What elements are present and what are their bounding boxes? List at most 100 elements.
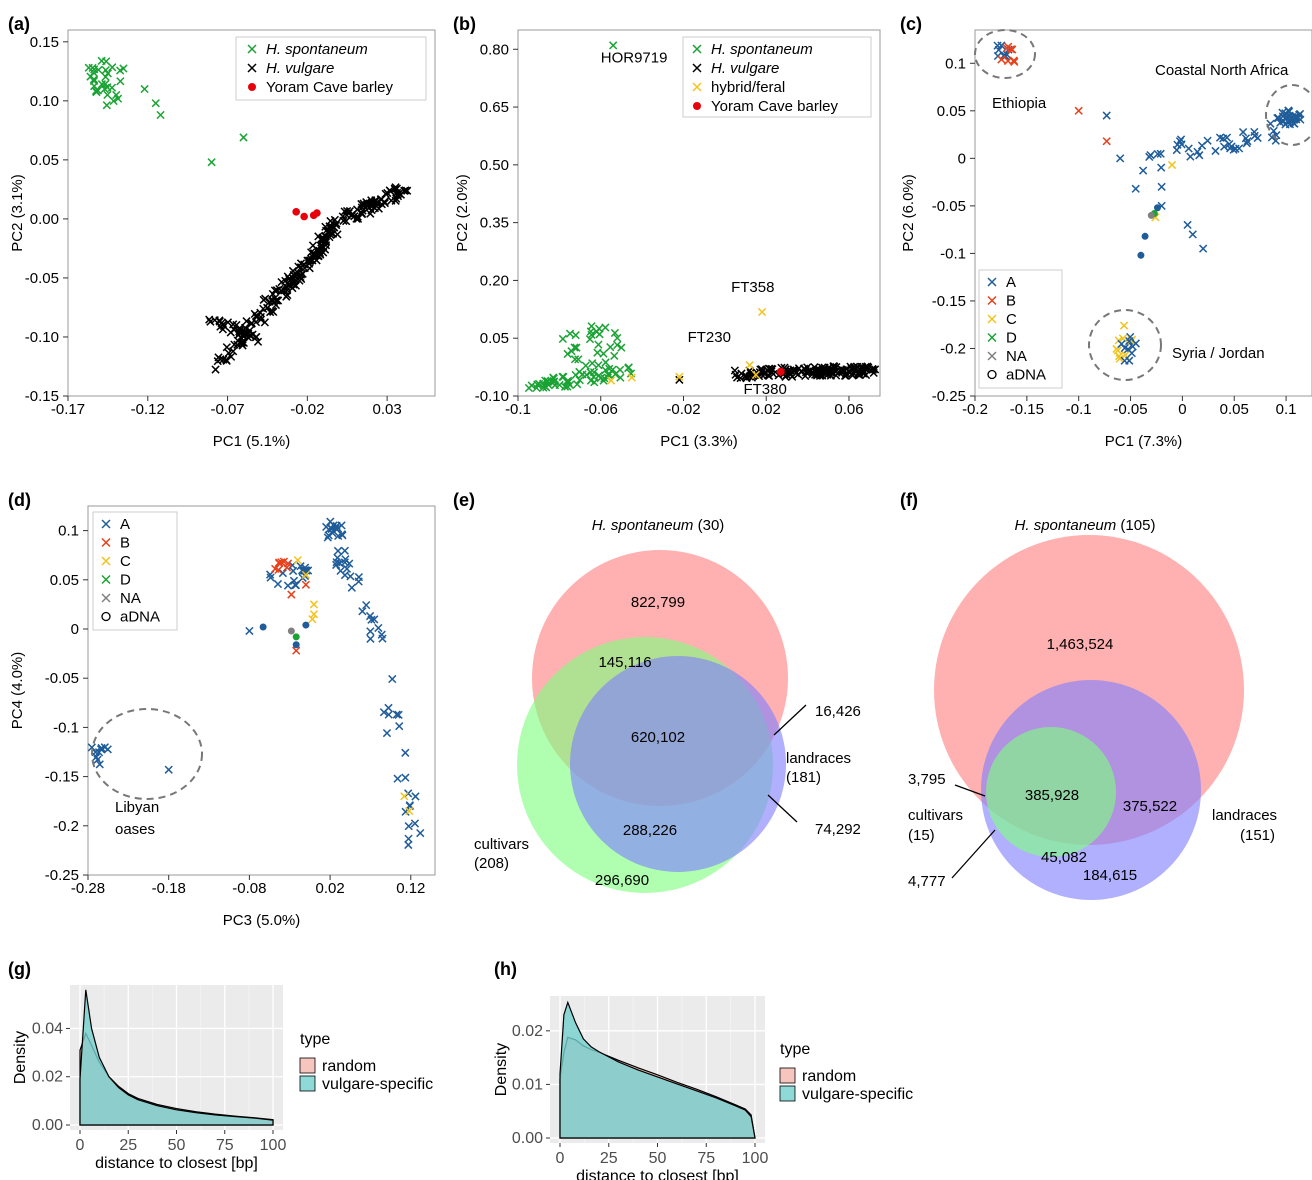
data-point (392, 710, 401, 719)
panel-label: (d) (8, 490, 31, 510)
y-axis-label: PC2 (2.0%) (454, 174, 471, 252)
y-tick-label: -0.05 (45, 670, 79, 687)
data-point (362, 600, 371, 610)
data-point (359, 201, 368, 210)
data-point (101, 72, 110, 81)
data-point (384, 703, 393, 713)
data-point (604, 370, 613, 379)
x-tick-label: -0.17 (51, 401, 85, 418)
y-tick-label: 0.20 (480, 272, 509, 289)
set-label: landraces (786, 750, 851, 767)
data-point (1222, 133, 1232, 142)
data-point (1281, 109, 1290, 118)
data-point (292, 641, 300, 649)
panel-a: (a) -0.17 -0.12 -0.07 -0.02 0.03 0.15 0.10 0.05 0… (8, 14, 436, 450)
data-point (1137, 251, 1145, 259)
y-tick-label: 0.00 (32, 1117, 63, 1134)
legend-marker (248, 83, 256, 91)
region-count: 184,615 (1083, 867, 1137, 884)
data-point (1186, 152, 1195, 161)
y-tick-label: 0.50 (480, 157, 509, 174)
data-point (1295, 109, 1305, 119)
data-point (601, 323, 610, 332)
data-point (306, 248, 316, 257)
data-point (1003, 56, 1013, 66)
data-point (287, 627, 295, 635)
cluster-ellipse (91, 708, 203, 800)
y-tick-label: 0.00 (512, 1130, 543, 1147)
data-point (589, 372, 598, 382)
data-point (616, 373, 625, 382)
data-point (1234, 144, 1244, 153)
legend-marker (692, 44, 702, 54)
data-point (610, 351, 619, 360)
legend-marker (101, 519, 111, 529)
data-point (217, 318, 226, 328)
data-point (333, 553, 342, 562)
legend-label: aDNA (120, 609, 160, 626)
panel-f: (f) H. spontaneum (105) landraces (151) cult… (900, 490, 1277, 900)
y-tick-label: -0.05 (932, 198, 966, 215)
data-point (1220, 142, 1229, 151)
data-point (1183, 220, 1192, 230)
data-point (313, 209, 321, 217)
data-point (392, 188, 402, 197)
data-point (278, 568, 288, 578)
y-axis-label: PC2 (3.1%) (9, 174, 26, 252)
y-tick-label: 0.01 (512, 1076, 543, 1093)
data-point (1102, 111, 1111, 120)
data-point (365, 611, 375, 621)
data-point (393, 774, 402, 783)
data-point (609, 41, 618, 50)
data-point (840, 366, 849, 376)
data-point (606, 342, 615, 352)
region-count: 296,690 (595, 872, 649, 889)
data-point (757, 307, 767, 317)
x-tick-label: -0.02 (666, 401, 700, 418)
data-point (1116, 154, 1125, 163)
x-tick-label: -0.12 (131, 401, 165, 418)
data-point (340, 546, 349, 555)
data-point (611, 370, 620, 379)
data-point (573, 380, 582, 389)
region-count: 74,292 (815, 821, 861, 838)
data-point (102, 101, 111, 110)
data-point (218, 325, 228, 334)
data-point (403, 186, 412, 195)
legend-label: NA (120, 590, 141, 607)
data-point (94, 65, 103, 75)
data-point (109, 96, 118, 106)
panel-h: (h) 0 25 50 75 100 0.00 0.01 0.02 distance to clo… (493, 959, 913, 1180)
data-point (416, 828, 425, 838)
data-point (252, 332, 261, 342)
legend-label: Yoram Cave barley (711, 98, 839, 115)
data-point (803, 363, 812, 372)
leader-line (951, 829, 996, 879)
data-point (560, 382, 570, 391)
data-point (342, 564, 352, 573)
data-point (377, 195, 386, 204)
y-tick-label: -0.25 (932, 388, 966, 405)
data-point (1153, 204, 1161, 212)
y-tick-label: -0.1 (53, 719, 79, 736)
data-point (558, 334, 568, 344)
data-point (571, 331, 580, 340)
data-point (555, 380, 564, 390)
data-point (574, 355, 583, 364)
data-point (321, 241, 331, 250)
y-tick-label: 0 (71, 621, 79, 638)
data-point (746, 368, 755, 377)
data-point (1141, 232, 1149, 240)
legend-marker (987, 277, 997, 287)
data-point (297, 274, 306, 284)
data-point (260, 318, 269, 327)
data-point (292, 633, 300, 641)
x-axis-label: PC1 (7.3%) (1105, 433, 1183, 450)
data-point (824, 363, 834, 372)
legend-label: D (120, 572, 131, 589)
data-point (790, 366, 800, 375)
x-tick-label: -0.2 (962, 401, 988, 418)
y-tick-label: -0.25 (45, 867, 79, 884)
data-point (100, 743, 109, 752)
data-point (275, 284, 284, 294)
